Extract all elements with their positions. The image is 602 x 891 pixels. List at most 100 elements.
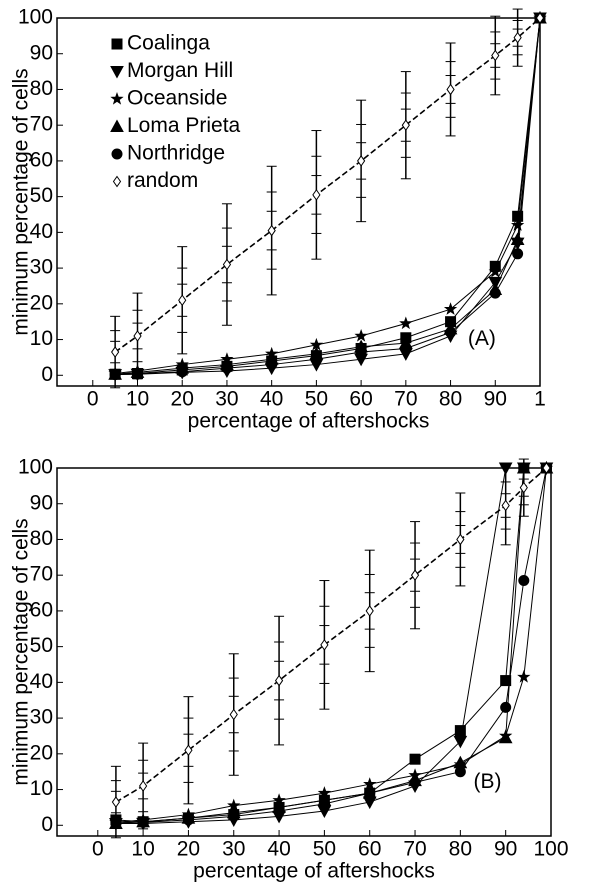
marker-diamond — [138, 780, 148, 792]
legend-label: Oceanside — [127, 87, 227, 110]
x-tick-label: 70 — [394, 388, 417, 411]
series-line — [115, 467, 547, 803]
marker-triangle — [510, 232, 525, 246]
x-tick-label: 60 — [358, 838, 381, 861]
panel-label: (A) — [468, 327, 496, 350]
y-tick-label: 30 — [30, 256, 53, 279]
y-axis-title: minimum percentage of cells — [10, 518, 33, 785]
marker-diamond — [519, 481, 528, 494]
marker-star — [110, 92, 124, 105]
marker-star — [488, 264, 502, 278]
x-tick-label: 100 — [533, 838, 568, 861]
x-tick-label: 1 — [534, 388, 546, 411]
x-axis-title: percentage of aftershocks — [188, 410, 430, 433]
legend-label: random — [127, 169, 198, 192]
marker-diamond — [133, 330, 142, 342]
y-tick-label: 70 — [30, 113, 53, 136]
x-tick-label: 90 — [484, 388, 507, 411]
x-tick-label: 0 — [87, 388, 99, 411]
x-tick-label: 80 — [449, 838, 472, 861]
marker-diamond — [401, 119, 410, 132]
marker-diamond — [365, 605, 374, 617]
x-tick-label: 30 — [222, 838, 245, 861]
marker-triangle — [110, 66, 124, 79]
x-tick-label: 70 — [403, 838, 426, 861]
marker-diamond — [111, 796, 121, 808]
marker-diamond — [112, 175, 122, 188]
marker-star — [399, 316, 413, 330]
y-tick-label: 90 — [30, 41, 53, 64]
y-tick-label: 0 — [41, 363, 53, 386]
x-tick-label: 0 — [92, 838, 104, 861]
x-tick-label: 50 — [305, 388, 328, 411]
marker-diamond — [501, 499, 510, 512]
x-tick-label: 40 — [267, 838, 290, 861]
marker-diamond — [542, 462, 551, 474]
y-tick-label: 20 — [30, 291, 53, 314]
marker-circle — [454, 766, 466, 778]
y-tick-label: 0 — [41, 813, 53, 836]
series-line — [115, 17, 541, 375]
error-bar — [518, 458, 529, 517]
legend-label: Coalinga — [127, 32, 210, 55]
marker-square — [500, 675, 512, 687]
series-line — [115, 467, 547, 823]
marker-triangle — [498, 730, 513, 744]
y-tick-label: 70 — [30, 563, 53, 586]
panel-label: (B) — [474, 770, 502, 793]
y-tick-label: 60 — [30, 148, 53, 171]
x-tick-label: 10 — [131, 838, 154, 861]
marker-star — [517, 670, 531, 683]
marker-circle — [512, 248, 524, 260]
x-tick-label: 20 — [171, 388, 194, 411]
x-tick-label: 30 — [215, 388, 238, 411]
marker-diamond — [111, 346, 120, 358]
series-line — [115, 17, 541, 375]
marker-star — [511, 218, 525, 231]
marker-circle — [445, 326, 457, 338]
marker-diamond — [446, 83, 455, 96]
marker-circle — [489, 287, 501, 299]
marker-diamond — [535, 12, 545, 24]
marker-circle — [500, 701, 512, 713]
marker-circle — [228, 810, 240, 822]
marker-diamond — [178, 294, 187, 307]
marker-circle — [518, 575, 530, 587]
marker-square — [409, 753, 421, 765]
x-tick-label: 80 — [439, 388, 462, 411]
y-tick-label: 10 — [30, 777, 53, 800]
y-tick-label: 30 — [30, 706, 53, 729]
marker-circle — [355, 346, 367, 358]
y-tick-label: 100 — [18, 456, 53, 479]
x-tick-label: 50 — [313, 838, 336, 861]
marker-diamond — [222, 258, 232, 271]
y-tick-label: 50 — [30, 634, 53, 657]
y-tick-label: 50 — [30, 184, 53, 207]
x-tick-label: 10 — [126, 388, 149, 411]
y-tick-label: 80 — [30, 77, 53, 100]
marker-circle — [400, 342, 412, 354]
marker-diamond — [513, 31, 522, 44]
marker-circle — [318, 798, 330, 810]
series-line — [115, 17, 541, 376]
marker-square — [111, 38, 123, 50]
marker-diamond — [184, 744, 193, 757]
marker-circle — [111, 148, 123, 160]
marker-diamond — [320, 638, 329, 651]
marker-diamond — [491, 49, 500, 62]
marker-diamond — [229, 708, 238, 721]
x-tick-label: 60 — [349, 388, 372, 411]
legend-label: Loma Prieta — [127, 114, 241, 137]
marker-diamond — [456, 533, 465, 546]
marker-circle — [409, 776, 421, 788]
marker-circle — [221, 362, 233, 374]
marker-circle — [273, 805, 285, 817]
marker-star — [443, 302, 458, 315]
marker-triangle — [110, 119, 124, 132]
y-tick-label: 80 — [30, 527, 53, 550]
marker-diamond — [357, 155, 366, 167]
series-line — [115, 467, 547, 824]
series-line — [115, 17, 541, 374]
legend-label: Morgan Hill — [127, 59, 233, 82]
